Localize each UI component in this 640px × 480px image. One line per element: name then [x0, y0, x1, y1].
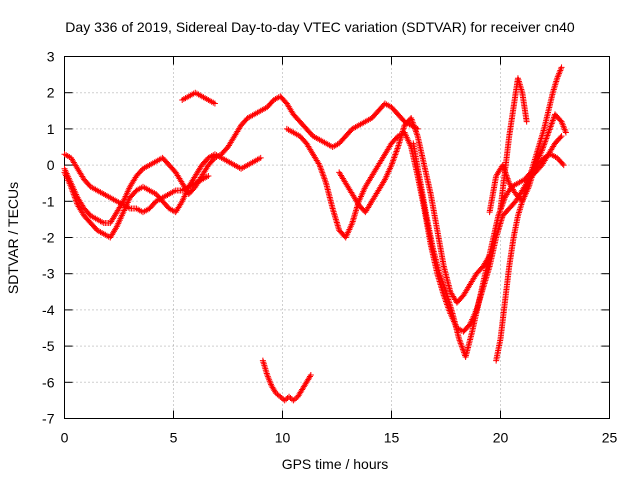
data-point: [559, 160, 566, 167]
data-point: [523, 118, 530, 125]
series-trace-1: [61, 93, 421, 227]
x-tick-label: 0: [61, 430, 69, 446]
series-trace-2: [61, 151, 264, 241]
data-point: [307, 372, 314, 379]
data-point: [560, 162, 567, 169]
y-tick-label: -3: [42, 266, 55, 282]
y-tick-label: -4: [42, 302, 55, 318]
y-axis-label: SDTVAR / TECUs: [5, 181, 21, 295]
tick-labels: 0 5 10 15 20 25 -7 -6 -5 -4 -3 -2 -1 0 1 2 3: [42, 49, 617, 446]
data-point: [558, 133, 565, 140]
data-point: [211, 100, 218, 107]
series-trace-8: [410, 140, 567, 360]
x-tick-label: 15: [384, 430, 400, 446]
y-tick-label: 0: [47, 157, 55, 173]
data-point: [306, 373, 313, 380]
x-tick-label: 20: [493, 430, 509, 446]
y-tick-label: -1: [42, 193, 55, 209]
y-tick-label: -7: [42, 411, 55, 427]
series-trace-9: [486, 111, 569, 216]
x-tick-label: 25: [602, 430, 618, 446]
y-tick-label: -2: [42, 230, 55, 246]
series-trace-4: [179, 89, 218, 107]
data-point: [557, 134, 564, 141]
grid-lines: [64, 56, 610, 419]
data-point: [257, 154, 264, 161]
series-trace-5: [259, 357, 314, 404]
series-trace-3: [61, 151, 212, 216]
y-tick-label: 2: [47, 85, 55, 101]
y-tick-label: -6: [42, 374, 55, 390]
y-tick-label: 3: [47, 49, 55, 65]
data-points: [61, 64, 569, 404]
data-point: [205, 172, 212, 179]
data-point: [562, 129, 569, 136]
axis-ticks: [64, 56, 610, 419]
y-tick-label: 1: [47, 121, 55, 137]
chart-title: Day 336 of 2019, Sidereal Day-to-day VTE…: [65, 19, 575, 35]
x-tick-label: 5: [170, 430, 178, 446]
series-trace-11: [497, 75, 530, 212]
x-tick-label: 10: [275, 430, 291, 446]
y-tick-label: -5: [42, 338, 55, 354]
series-trace-7: [336, 115, 493, 306]
series-trace-10: [493, 64, 565, 364]
data-point: [558, 64, 565, 71]
x-axis-label: GPS time / hours: [281, 456, 389, 472]
